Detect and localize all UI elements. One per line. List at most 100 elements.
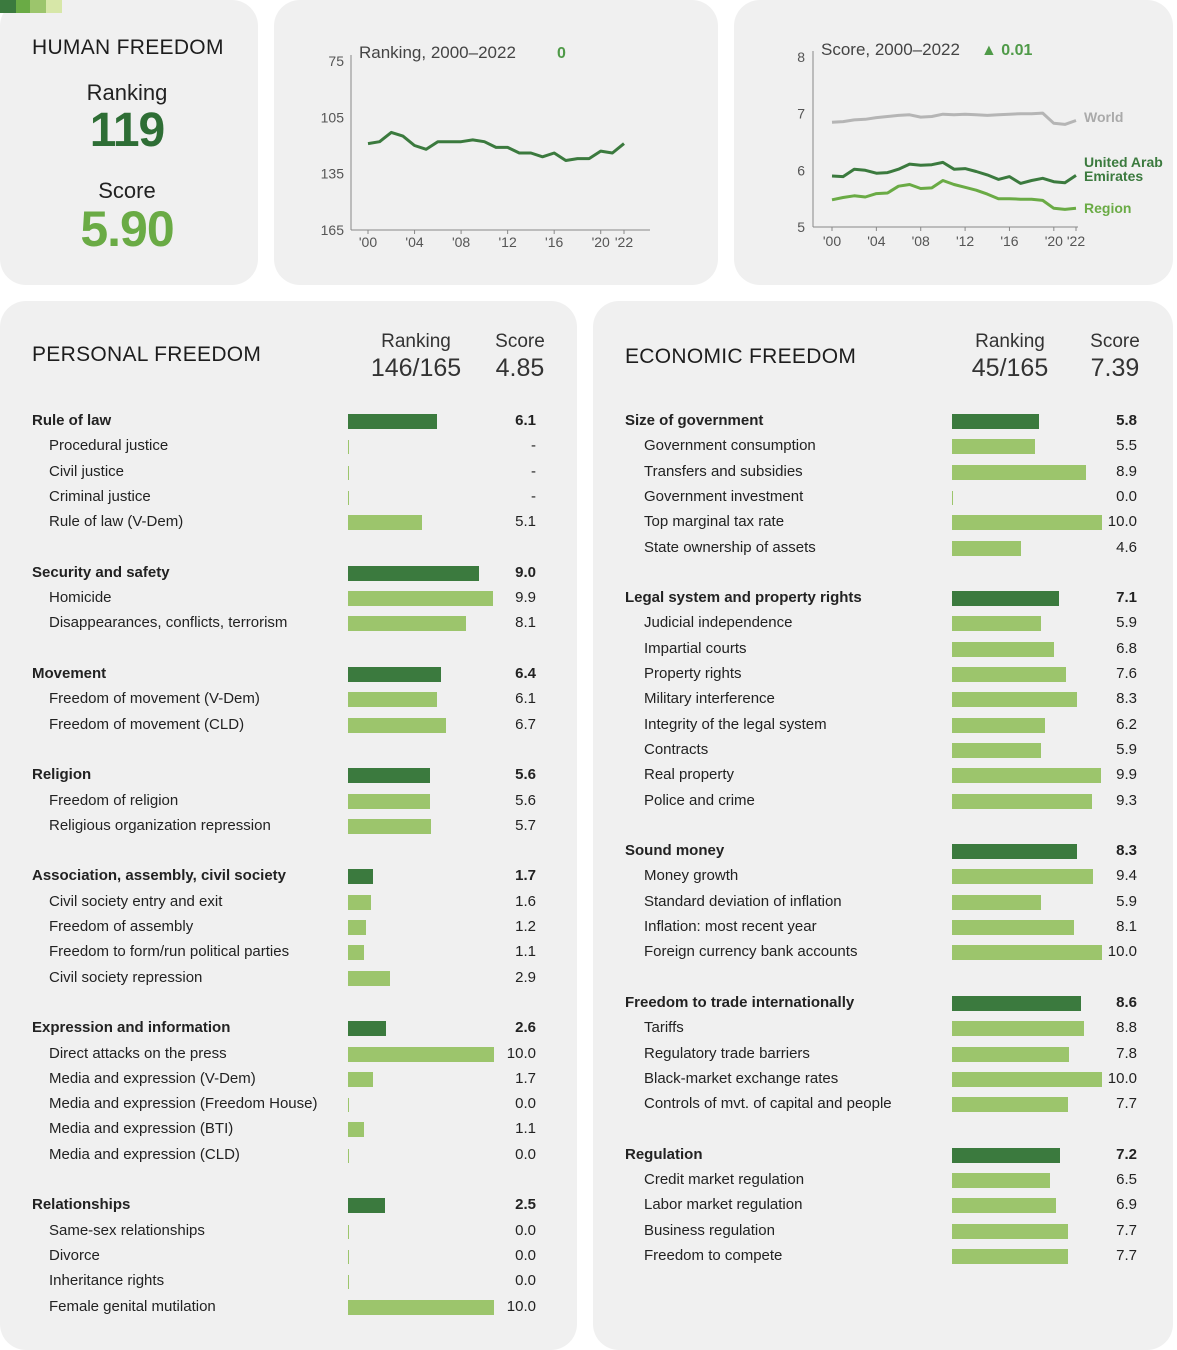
indicator-row: Freedom of assembly 1.2: [0, 917, 577, 937]
category-label: Movement: [32, 665, 107, 682]
personal-freedom-ranking-label: Ranking: [381, 331, 451, 352]
indicator-row: Civil justice -: [0, 462, 577, 482]
indicator-value: 1.1: [515, 1120, 536, 1138]
indicator-row: Freedom to form/run political parties 1.1: [0, 942, 577, 962]
indicator-label: Real property: [644, 766, 735, 784]
indicator-value: 1.1: [515, 943, 536, 961]
indicator-score-bar: [952, 641, 1054, 657]
world-series-label: World: [1084, 109, 1123, 125]
indicator-row: Foreign currency bank accounts 10.0: [593, 942, 1173, 962]
economic-freedom-ranking: Ranking 45/165: [955, 331, 1065, 383]
indicator-score-bar: [348, 1122, 365, 1138]
indicator-row: Controls of mvt. of capital and people 7.…: [593, 1094, 1173, 1114]
indicator-score-bar: [952, 793, 1092, 809]
indicator-value: 9.9: [1116, 766, 1137, 784]
indicator-label: Media and expression (V-Dem): [49, 1069, 256, 1087]
category-value: 9.0: [515, 563, 536, 581]
indicator-value: 5.1: [515, 513, 536, 531]
color-swatch: [46, 0, 62, 13]
category-label: Relationships: [32, 1196, 131, 1214]
category-row: Expression and information 2.6: [0, 1018, 577, 1038]
indicator-row: Same-sex relationships 0.0: [0, 1221, 577, 1241]
indicator-value: 2.9: [515, 968, 536, 986]
indicator-row: Government investment 0.0: [593, 487, 1173, 507]
indicator-label: Homicide: [49, 589, 112, 607]
category-value: 1.7: [515, 867, 536, 885]
region-series-label: Region: [1084, 200, 1131, 216]
color-swatch: [30, 0, 46, 13]
indicator-label: Civil society repression: [49, 968, 203, 986]
category-score-bar: [952, 414, 1039, 429]
indicator-row: Female genital mutilation 10.0: [0, 1297, 577, 1317]
indicator-value: 10.0: [1107, 943, 1137, 961]
y-tick-label: 6: [797, 162, 805, 178]
category-score-bar: [952, 591, 1059, 607]
ranking-chart-card: 75 105 135 165 '00 '04 '08 '12 '16 '20 '22 Ranking,…: [274, 0, 718, 285]
indicator-row: Media and expression (Freedom House) 0.0: [0, 1094, 577, 1114]
indicator-value: 5.7: [515, 816, 536, 834]
indicator-value: 6.9: [1116, 1196, 1137, 1214]
indicator-row: Homicide 9.9: [0, 588, 577, 608]
ranking-line-chart: 75 105 135 165 '00 '04 '08 '12 '16 '20 '22 Ranking,…: [321, 43, 650, 250]
empty-bar-marker: [348, 490, 349, 505]
category-value: 2.5: [515, 1196, 536, 1214]
indicator-score-bar: [952, 1173, 1050, 1188]
indicator-row: Integrity of the legal system 6.2: [593, 715, 1173, 735]
personal-freedom-ranking: Ranking 146/165: [360, 331, 472, 383]
indicator-score-bar: [952, 1223, 1068, 1239]
personal-freedom-title: PERSONAL FREEDOM: [32, 343, 262, 366]
color-swatch: [16, 0, 30, 13]
y-tick-label: 105: [321, 109, 345, 125]
indicator-row: Media and expression (CLD) 0.0: [0, 1145, 577, 1165]
indicator-score-bar: [952, 717, 1045, 733]
indicator-value: 6.2: [1116, 715, 1137, 733]
indicator-value: 0.0: [515, 1246, 536, 1264]
category-row: Religion 5.6: [0, 765, 577, 785]
indicator-score-bar: [952, 464, 1086, 480]
indicator-score-bar: [348, 818, 432, 834]
category-row: Size of government 5.8: [593, 411, 1173, 431]
indicator-label: State ownership of assets: [644, 538, 816, 556]
category-value: 8.6: [1116, 993, 1137, 1011]
score-chart-title: Score, 2000–2022: [821, 40, 960, 59]
indicator-score-bar: [952, 1071, 1102, 1087]
x-tick-label: '16: [545, 234, 563, 250]
indicator-label: Government investment: [644, 487, 804, 505]
indicator-row: Direct attacks on the press 10.0: [0, 1044, 577, 1064]
category-row: Security and safety 9.0: [0, 563, 577, 583]
economic-freedom-score: Score 7.39: [1075, 331, 1155, 383]
indicator-value: 8.9: [1116, 462, 1137, 480]
region-series-line: [831, 179, 1077, 211]
x-tick-label: '12: [956, 233, 974, 249]
indicator-row: Civil society entry and exit 1.6: [0, 892, 577, 912]
indicator-label: Top marginal tax rate: [644, 513, 785, 531]
indicator-label: Transfers and subsidies: [644, 462, 803, 480]
indicator-score-bar: [348, 920, 366, 935]
category-label: Freedom to trade internationally: [625, 993, 855, 1011]
x-tick-label: '08: [452, 234, 470, 250]
category-label: Association, assembly, civil society: [32, 867, 287, 885]
score-line-chart: 5 6 7 8 '00 '04 '08 '12 '16 '20'22 Score, 2000–202…: [797, 40, 1163, 249]
category-label: Sound money: [625, 842, 725, 860]
indicator-row: Contracts 5.9: [593, 740, 1173, 760]
indicator-row: Inflation: most recent year 8.1: [593, 917, 1173, 937]
category-score-bar: [348, 1021, 386, 1037]
indicator-score-bar: [952, 1198, 1056, 1214]
indicator-label: Labor market regulation: [644, 1196, 803, 1214]
indicator-score-bar: [348, 515, 423, 531]
indicator-score-bar: [348, 692, 438, 708]
uae-series-label: Emirates: [1084, 168, 1143, 184]
y-tick-label: 5: [797, 219, 805, 235]
indicator-row: Black-market exchange rates 10.0: [593, 1069, 1173, 1089]
indicator-value: -: [531, 437, 536, 455]
ranking-series-line: [367, 130, 625, 162]
indicator-value: 1.7: [515, 1069, 536, 1087]
category-row: Association, assembly, civil society 1.7: [0, 866, 577, 886]
indicator-label: Media and expression (CLD): [49, 1145, 240, 1163]
category-label: Legal system and property rights: [625, 589, 862, 607]
category-value: 7.2: [1116, 1145, 1137, 1163]
category-value: 6.1: [515, 412, 536, 429]
indicator-value: 0.0: [515, 1145, 536, 1163]
indicator-score-bar: [952, 515, 1102, 531]
indicator-value: 10.0: [1107, 513, 1137, 531]
